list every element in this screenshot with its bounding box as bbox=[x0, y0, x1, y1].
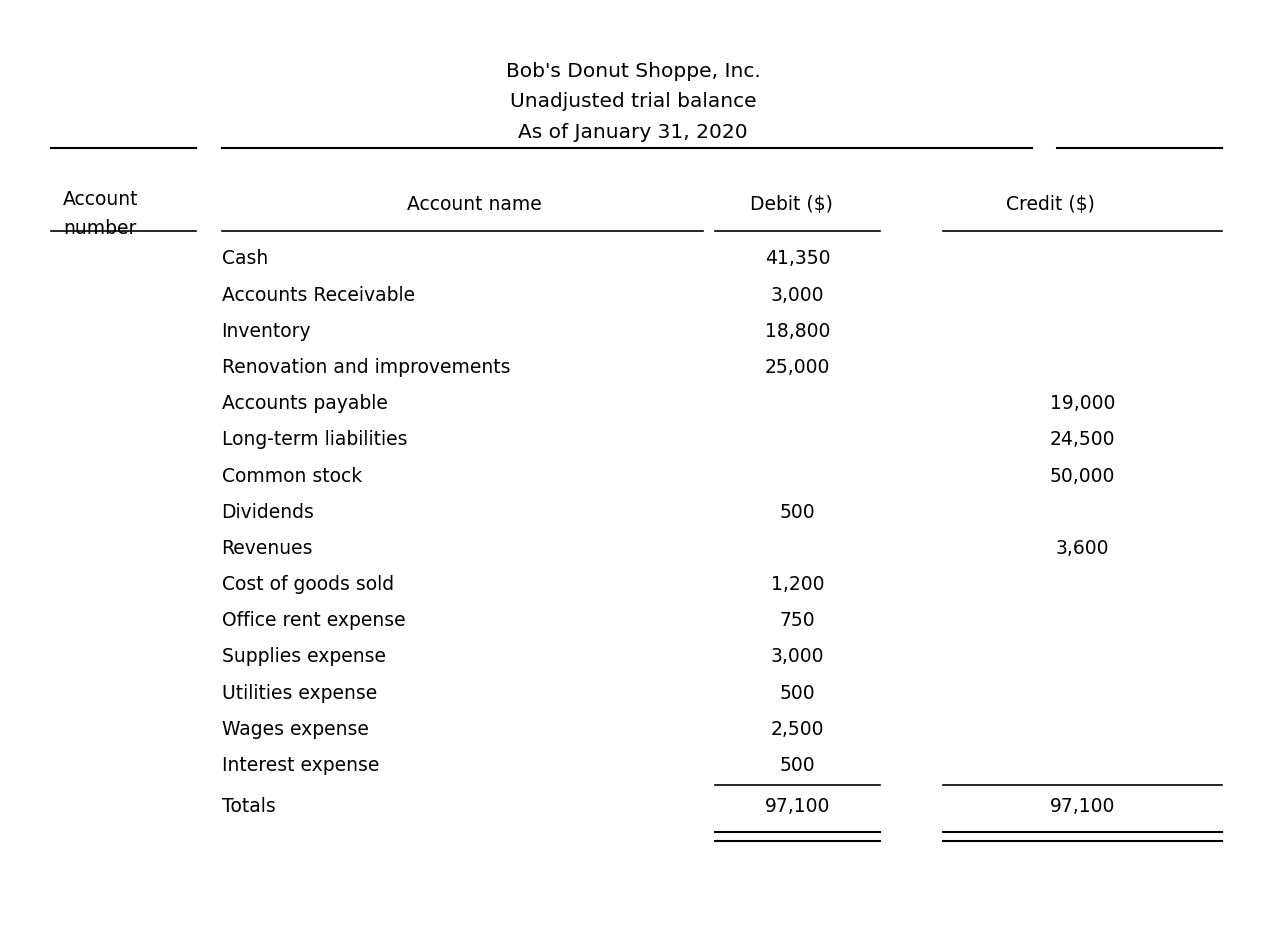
Text: Cost of goods sold: Cost of goods sold bbox=[222, 575, 394, 594]
Text: Revenues: Revenues bbox=[222, 539, 313, 558]
Text: Accounts payable: Accounts payable bbox=[222, 394, 387, 413]
Text: 3,600: 3,600 bbox=[1056, 539, 1109, 558]
Text: number: number bbox=[63, 219, 137, 238]
Text: Credit ($): Credit ($) bbox=[1006, 195, 1095, 214]
Text: 97,100: 97,100 bbox=[765, 797, 830, 816]
Text: Bob's Donut Shoppe, Inc.: Bob's Donut Shoppe, Inc. bbox=[505, 62, 761, 81]
Text: 41,350: 41,350 bbox=[765, 249, 830, 268]
Text: As of January 31, 2020: As of January 31, 2020 bbox=[518, 123, 748, 142]
Text: Account name: Account name bbox=[408, 195, 542, 214]
Text: 19,000: 19,000 bbox=[1050, 394, 1115, 413]
Text: 1,200: 1,200 bbox=[771, 575, 824, 594]
Text: 500: 500 bbox=[780, 756, 815, 775]
Text: Renovation and improvements: Renovation and improvements bbox=[222, 358, 510, 377]
Text: Wages expense: Wages expense bbox=[222, 720, 368, 739]
Text: Cash: Cash bbox=[222, 249, 268, 268]
Text: Debit ($): Debit ($) bbox=[749, 195, 833, 214]
Text: 750: 750 bbox=[780, 611, 815, 630]
Text: 25,000: 25,000 bbox=[765, 358, 830, 377]
Text: Office rent expense: Office rent expense bbox=[222, 611, 405, 630]
Text: Unadjusted trial balance: Unadjusted trial balance bbox=[510, 92, 756, 111]
Text: 500: 500 bbox=[780, 684, 815, 703]
Text: Utilities expense: Utilities expense bbox=[222, 684, 377, 703]
Text: Totals: Totals bbox=[222, 797, 275, 816]
Text: 500: 500 bbox=[780, 503, 815, 522]
Text: 24,500: 24,500 bbox=[1050, 430, 1115, 449]
Text: Inventory: Inventory bbox=[222, 322, 311, 341]
Text: 50,000: 50,000 bbox=[1050, 466, 1115, 486]
Text: 2,500: 2,500 bbox=[771, 720, 824, 739]
Text: 3,000: 3,000 bbox=[771, 647, 824, 666]
Text: Dividends: Dividends bbox=[222, 503, 314, 522]
Text: 18,800: 18,800 bbox=[765, 322, 830, 341]
Text: Interest expense: Interest expense bbox=[222, 756, 379, 775]
Text: 97,100: 97,100 bbox=[1050, 797, 1115, 816]
Text: Account: Account bbox=[63, 190, 139, 209]
Text: Supplies expense: Supplies expense bbox=[222, 647, 386, 666]
Text: Common stock: Common stock bbox=[222, 466, 362, 486]
Text: Accounts Receivable: Accounts Receivable bbox=[222, 286, 415, 305]
Text: Long-term liabilities: Long-term liabilities bbox=[222, 430, 408, 449]
Text: 3,000: 3,000 bbox=[771, 286, 824, 305]
